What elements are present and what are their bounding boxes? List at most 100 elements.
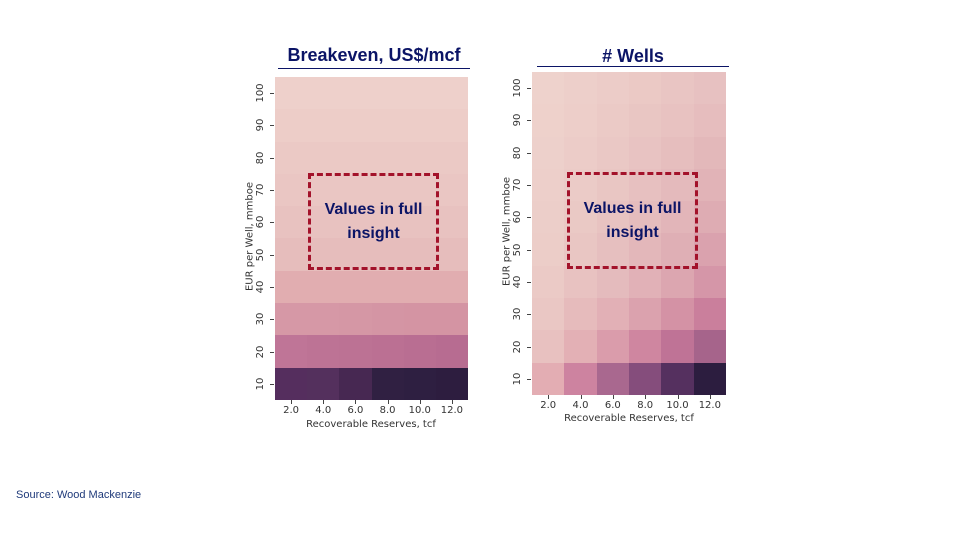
heatmap-cell: [564, 104, 597, 137]
heatmap-cell: [661, 104, 694, 137]
x-tick-label: 6.0: [604, 400, 621, 411]
heatmap-cell: [532, 201, 565, 234]
x-tick-mark: [355, 400, 357, 404]
heatmap-cell: [628, 298, 662, 331]
heatmap-cell: [339, 335, 372, 368]
x-tick-mark: [323, 400, 325, 404]
y-tick-mark: [527, 249, 531, 251]
y-tick-label: 90: [512, 114, 523, 127]
y-tick-mark: [270, 125, 274, 127]
heatmap-cell: [564, 136, 597, 169]
y-tick-mark: [527, 152, 531, 154]
heatmap-cell: [532, 362, 565, 395]
heatmap-cell: [275, 77, 308, 110]
heatmap-cell: [693, 233, 726, 266]
heatmap-cell: [596, 201, 629, 234]
heatmap-cell: [596, 233, 629, 266]
heatmap-cell: [371, 238, 404, 271]
breakeven-hidden-values-box: Values in full insight: [308, 173, 439, 270]
y-tick-label: 10: [512, 372, 523, 386]
heatmap-cell: [307, 303, 340, 336]
heatmap-cell: [596, 136, 629, 169]
heatmap-cell: [403, 77, 436, 110]
y-tick-label: 20: [512, 340, 523, 353]
heatmap-cell: [564, 265, 597, 299]
heatmap-cell: [307, 173, 340, 207]
wells-heatmap-grid: [532, 72, 726, 395]
heatmap-cell: [661, 330, 694, 363]
y-tick-label: 60: [512, 210, 523, 224]
y-tick-label: 100: [512, 78, 523, 98]
x-tick-label: 12.0: [440, 405, 464, 416]
heatmap-cell: [307, 367, 340, 400]
heatmap-cell: [403, 141, 436, 174]
y-tick-label: 40: [512, 275, 523, 289]
heatmap-cell: [532, 104, 565, 137]
wells-title-underline: [537, 66, 729, 67]
heatmap-cell: [693, 330, 726, 363]
y-tick-mark: [270, 383, 274, 385]
heatmap-cell: [628, 136, 662, 169]
y-tick-label: 70: [512, 178, 523, 192]
y-tick-label: 100: [255, 83, 266, 103]
heatmap-cell: [307, 109, 340, 142]
heatmap-cell: [435, 141, 468, 174]
heatmap-cell: [532, 265, 565, 299]
x-tick-mark: [580, 395, 582, 399]
heatmap-cell: [403, 206, 436, 239]
heatmap-cell: [371, 173, 404, 207]
y-tick-mark: [270, 157, 274, 159]
y-tick-mark: [527, 217, 531, 219]
x-tick-mark: [612, 395, 614, 399]
heatmap-cell: [307, 238, 340, 271]
heatmap-cell: [339, 206, 372, 239]
heatmap-cell: [693, 136, 726, 169]
heatmap-cell: [661, 362, 694, 395]
y-tick-label: 20: [255, 345, 266, 358]
heatmap-cell: [307, 270, 340, 304]
x-tick-mark: [291, 400, 293, 404]
heatmap-cell: [307, 77, 340, 110]
x-tick-mark: [387, 400, 389, 404]
y-tick-mark: [527, 281, 531, 283]
wells-hidden-values-box: Values in full insight: [567, 172, 698, 269]
wells-chart-title: # Wells: [602, 46, 664, 66]
wells-y-axis-label: EUR per Well, mmboe: [501, 176, 513, 287]
x-tick-label: 4.0: [315, 405, 332, 416]
heatmap-cell: [661, 136, 694, 169]
heatmap-cell: [628, 362, 662, 395]
y-tick-mark: [270, 222, 274, 224]
heatmap-cell: [532, 136, 565, 169]
heatmap-cell: [435, 303, 468, 336]
x-tick-label: 2.0: [540, 400, 557, 411]
heatmap-cell: [661, 265, 694, 299]
x-tick-mark: [709, 395, 711, 399]
x-tick-label: 6.0: [347, 405, 364, 416]
heatmap-cell: [661, 72, 694, 105]
y-tick-label: 40: [255, 280, 266, 294]
heatmap-cell: [371, 141, 404, 174]
heatmap-cell: [693, 168, 726, 202]
heatmap-cell: [339, 367, 372, 400]
heatmap-cell: [275, 109, 308, 142]
heatmap-cell: [596, 72, 629, 105]
y-tick-mark: [527, 378, 531, 380]
heatmap-cell: [693, 104, 726, 137]
y-tick-label: 10: [255, 377, 266, 391]
y-tick-label: 70: [255, 183, 266, 197]
breakeven-hidden-values-text: Values in full insight: [324, 200, 423, 242]
heatmap-cell: [275, 303, 308, 336]
heatmap-cell: [435, 77, 468, 110]
heatmap-cell: [339, 77, 372, 110]
heatmap-cell: [628, 72, 662, 105]
heatmap-cell: [275, 173, 308, 207]
breakeven-y-axis-label: EUR per Well, mmboe: [244, 181, 256, 292]
y-tick-label: 50: [512, 243, 523, 257]
heatmap-cell: [339, 238, 372, 271]
heatmap-cell: [371, 303, 404, 336]
y-tick-mark: [527, 346, 531, 348]
heatmap-cell: [532, 168, 565, 202]
heatmap-cell: [371, 206, 404, 239]
heatmap-cell: [532, 233, 565, 266]
heatmap-cell: [403, 303, 436, 336]
